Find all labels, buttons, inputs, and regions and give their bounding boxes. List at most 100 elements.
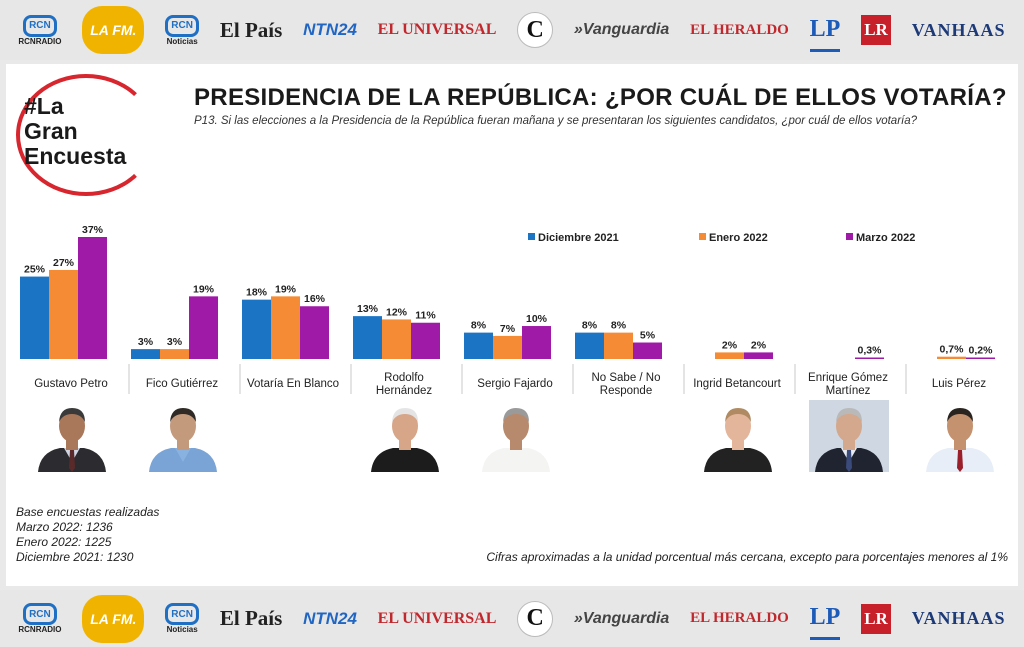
data-label-rodolfo-hernandez-enero-2022: 12% xyxy=(386,306,408,318)
data-label-rodolfo-hernandez-diciembre-2021: 13% xyxy=(357,303,379,315)
el-pais-logo: El País xyxy=(219,17,283,42)
la-fm-logo: LA FM. xyxy=(82,594,145,643)
bar-fico-gutierrez-diciembre-2021 xyxy=(131,349,160,359)
category-label-no-sabe-no-responde: No Sabe / No Responde xyxy=(591,372,660,397)
category-label-line: Rodolfo xyxy=(384,372,424,384)
portrait-enrique-gomez-martinez xyxy=(809,400,889,472)
portrait-sergio-fajardo xyxy=(476,400,556,472)
data-label-fico-gutierrez-marzo-2022: 19% xyxy=(193,283,215,295)
ntn24-logo: NTN24 xyxy=(303,608,357,628)
vote-intention-chart: 25% 27% 37% Gustavo Petro 3% 3% 19% Fico Gutiér… xyxy=(20,224,995,397)
data-label-enrique-gomez-martinez-marzo-2022: 0,3% xyxy=(858,345,883,357)
bar-gustavo-petro-diciembre-2021 xyxy=(20,276,49,359)
category-label-line: Enrique Gómez xyxy=(808,372,888,384)
vanguardia-logo: »Vanguardia xyxy=(573,609,670,627)
bar-enrique-gomez-martinez-marzo-2022 xyxy=(855,357,884,359)
gran-encuesta-logo: #La Gran Encuesta xyxy=(24,93,127,169)
category-label-line: Ingrid Betancourt xyxy=(693,378,781,390)
bar-gustavo-petro-enero-2022 xyxy=(49,269,78,359)
category-label-line: Gustavo Petro xyxy=(34,378,108,390)
data-label-sergio-fajardo-diciembre-2021: 8% xyxy=(471,320,487,332)
rcn-noticias-logo: RCN Noticias xyxy=(165,599,200,639)
rcn-noticias-logo: RCN Noticias xyxy=(165,10,200,50)
rcn-radio-logo: RCN RCNRADIO xyxy=(18,599,61,639)
chart-title: PRESIDENCIA DE LA REPÚBLICA: ¿POR CUÁL D… xyxy=(194,84,1007,111)
data-label-gustavo-petro-enero-2022: 27% xyxy=(53,257,75,269)
portrait-luis-perez xyxy=(920,400,1000,472)
bar-fico-gutierrez-enero-2022 xyxy=(160,349,189,359)
bar-luis-perez-marzo-2022 xyxy=(966,357,995,359)
survey-question: P13. Si las elecciones a la Presidencia … xyxy=(194,115,918,127)
data-label-ingrid-betancourt-enero-2022: 2% xyxy=(722,339,738,351)
category-label-gustavo-petro: Gustavo Petro xyxy=(34,378,108,390)
base-title: Base encuestas realizadas xyxy=(16,505,160,519)
bar-gustavo-petro-marzo-2022 xyxy=(78,237,107,359)
bar-no-sabe-no-responde-diciembre-2021 xyxy=(575,332,604,359)
bar-rodolfo-hernandez-marzo-2022 xyxy=(411,322,440,359)
el-heraldo-logo: EL HERALDO xyxy=(690,610,789,626)
bar-votaria-en-blanco-marzo-2022 xyxy=(300,306,329,359)
media-logo-bar-top: RCN RCNRADIO LA FM. RCN Noticias El País N… xyxy=(0,0,1024,60)
data-label-sergio-fajardo-marzo-2022: 10% xyxy=(526,313,548,325)
legend-label-marzo-2022: Marzo 2022 xyxy=(856,232,915,244)
data-label-gustavo-petro-diciembre-2021: 25% xyxy=(24,264,46,276)
la-patria-logo: LP xyxy=(809,9,841,52)
category-label-enrique-gomez-martinez: Enrique Gómez Martínez xyxy=(808,372,888,397)
data-label-fico-gutierrez-diciembre-2021: 3% xyxy=(138,336,154,348)
category-label-line: Fico Gutiérrez xyxy=(146,378,218,390)
data-label-luis-perez-enero-2022: 0,7% xyxy=(940,344,965,356)
vanguardia-logo: »Vanguardia xyxy=(573,21,670,38)
data-label-votaria-en-blanco-diciembre-2021: 18% xyxy=(246,287,268,299)
la-republica-logo: LR xyxy=(861,15,892,45)
category-label-line: Responde xyxy=(600,385,652,397)
data-label-votaria-en-blanco-marzo-2022: 16% xyxy=(304,293,326,305)
legend-label-diciembre-2021: Diciembre 2021 xyxy=(538,232,619,244)
data-label-no-sabe-no-responde-enero-2022: 8% xyxy=(611,320,627,332)
data-label-ingrid-betancourt-marzo-2022: 2% xyxy=(751,339,767,351)
legend-swatch-marzo-2022 xyxy=(846,233,853,240)
el-colombiano-logo: C xyxy=(517,12,554,48)
data-label-no-sabe-no-responde-diciembre-2021: 8% xyxy=(582,320,598,332)
el-universal-logo: EL UNIVERSAL xyxy=(377,609,497,627)
base-line-january: Enero 2022: 1225 xyxy=(16,535,112,549)
bar-rodolfo-hernandez-diciembre-2021 xyxy=(353,316,382,359)
gran-encuesta-ring xyxy=(16,74,156,196)
el-heraldo-logo: EL HERALDO xyxy=(690,21,789,38)
category-label-line: Luis Pérez xyxy=(932,378,987,390)
rcn-radio-logo: RCN RCNRADIO xyxy=(18,10,61,50)
bar-luis-perez-enero-2022 xyxy=(937,356,966,359)
category-label-line: Votaría En Blanco xyxy=(247,378,339,390)
bar-votaria-en-blanco-diciembre-2021 xyxy=(242,299,271,359)
category-label-luis-perez: Luis Pérez xyxy=(932,378,987,390)
bar-sergio-fajardo-enero-2022 xyxy=(493,335,522,359)
data-label-sergio-fajardo-enero-2022: 7% xyxy=(500,323,516,335)
data-label-fico-gutierrez-enero-2022: 3% xyxy=(167,336,183,348)
bar-rodolfo-hernandez-enero-2022 xyxy=(382,319,411,359)
media-logo-bar-bottom: RCN RCNRADIO LA FM. RCN Noticias El País N… xyxy=(0,590,1024,647)
ntn24-logo: NTN24 xyxy=(303,20,357,39)
survey-base-info: Base encuestas realizadas Marzo 2022: 12… xyxy=(16,505,159,565)
rounding-note: Cifras aproximadas a la unidad porcentua… xyxy=(486,550,1008,564)
bar-no-sabe-no-responde-marzo-2022 xyxy=(633,342,662,359)
category-label-line: No Sabe / No xyxy=(591,372,660,384)
legend-label-enero-2022: Enero 2022 xyxy=(709,232,768,244)
portrait-fico-gutierrez xyxy=(143,400,223,472)
bar-ingrid-betancourt-marzo-2022 xyxy=(744,352,773,359)
category-label-votaria-en-blanco: Votaría En Blanco xyxy=(247,378,339,390)
el-pais-logo: El País xyxy=(219,606,283,630)
category-label-line: Martínez xyxy=(826,385,871,397)
la-republica-logo: LR xyxy=(861,603,892,634)
bar-sergio-fajardo-marzo-2022 xyxy=(522,326,551,359)
category-label-ingrid-betancourt: Ingrid Betancourt xyxy=(693,378,781,390)
portrait-rodolfo-hernandez xyxy=(365,400,445,472)
category-label-line: Hernández xyxy=(376,385,433,397)
bar-no-sabe-no-responde-enero-2022 xyxy=(604,332,633,359)
survey-card: #La Gran Encuesta PRESIDENCIA DE LA REPÚ… xyxy=(6,64,1018,586)
data-label-rodolfo-hernandez-marzo-2022: 11% xyxy=(415,310,436,322)
legend-swatch-diciembre-2021 xyxy=(528,233,535,240)
category-label-sergio-fajardo: Sergio Fajardo xyxy=(477,378,552,390)
data-label-luis-perez-marzo-2022: 0,2% xyxy=(969,345,994,357)
category-label-rodolfo-hernandez: Rodolfo Hernández xyxy=(376,372,433,397)
category-label-fico-gutierrez: Fico Gutiérrez xyxy=(146,378,218,390)
legend-swatch-enero-2022 xyxy=(699,233,706,240)
